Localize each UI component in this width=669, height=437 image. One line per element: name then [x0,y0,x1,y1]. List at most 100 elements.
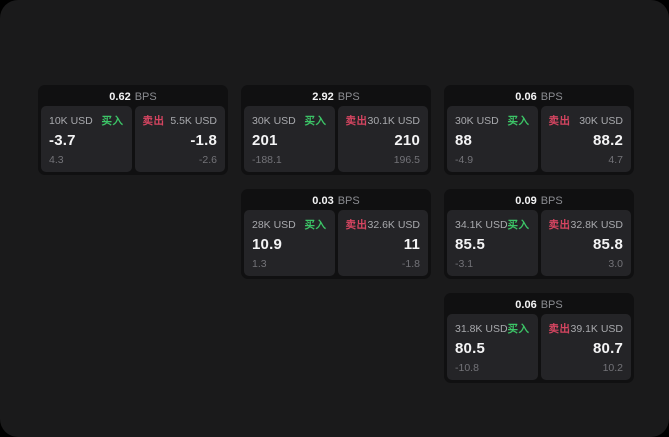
buy-panel-top: 28K USD 买入 [252,217,327,232]
quote-panels: 34.1K USD 买入 85.5 -3.1 卖出 32.8K USD 85.8… [447,210,631,276]
bps-unit-label: BPS [540,299,563,311]
buy-sub-value: -3.1 [455,258,474,270]
buy-side-label: 买入 [507,219,530,231]
quote-panels: 31.8K USD 买入 80.5 -10.8 卖出 39.1K USD 80.… [447,314,631,380]
buy-price-value: 88 [455,132,473,149]
sell-sub-value: 4.7 [608,154,623,166]
buy-panel-top: 30K USD 买入 [252,113,327,128]
buy-price-value: 80.5 [455,340,485,357]
quote-panels: 10K USD 买入 -3.7 4.3 卖出 5.5K USD -1.8 -2.… [41,106,225,172]
buy-quote-panel[interactable]: 31.8K USD 买入 80.5 -10.8 [447,314,538,380]
bps-unit-label: BPS [337,91,360,103]
sell-price-value: 88.2 [593,132,623,149]
sell-size-label: 30.1K USD [367,115,421,127]
buy-size-label: 28K USD [252,219,296,231]
bps-unit-label: BPS [337,195,360,207]
sell-quote-panel[interactable]: 卖出 39.1K USD 80.7 10.2 [540,314,631,380]
quote-card: 2.92 BPS 30K USD 买入 201 -188.1 卖出 30.1K … [241,85,431,175]
quote-card: 0.09 BPS 34.1K USD 买入 85.5 -3.1 卖出 32.8K… [444,189,634,279]
sell-sub-value: -1.8 [401,258,420,270]
buy-quote-panel[interactable]: 30K USD 买入 88 -4.9 [447,106,538,172]
sell-quote-panel[interactable]: 卖出 32.8K USD 85.8 3.0 [540,210,631,276]
bps-value: 0.09 [515,195,537,207]
bps-header: 0.06 BPS [447,296,631,314]
bps-unit-label: BPS [540,195,563,207]
sell-size-label: 5.5K USD [170,115,217,127]
buy-sub-value: -4.9 [455,154,474,166]
buy-side-label: 买入 [507,323,530,335]
buy-panel-top: 31.8K USD 买入 [455,321,530,336]
sell-size-label: 30K USD [579,115,623,127]
buy-size-label: 34.1K USD [455,219,508,231]
sell-size-label: 32.8K USD [570,219,624,231]
buy-side-label: 买入 [101,115,124,127]
bps-header: 0.03 BPS [244,192,428,210]
sell-price-value: -1.8 [190,132,217,149]
buy-size-label: 30K USD [455,115,499,127]
sell-panel-top: 卖出 39.1K USD [549,321,624,336]
buy-panel-top: 10K USD 买入 [49,113,124,128]
sell-quote-panel[interactable]: 卖出 32.6K USD 11 -1.8 [337,210,428,276]
buy-size-label: 31.8K USD [455,323,508,335]
quote-card: 0.03 BPS 28K USD 买入 10.9 1.3 卖出 32.6K US… [241,189,431,279]
sell-quote-panel[interactable]: 卖出 30K USD 88.2 4.7 [540,106,631,172]
sell-side-label: 卖出 [345,219,368,231]
sell-side-label: 卖出 [142,115,165,127]
bps-value: 0.03 [312,195,334,207]
sell-side-label: 卖出 [345,115,368,127]
buy-price-value: 85.5 [455,236,485,253]
buy-side-label: 买入 [304,219,327,231]
bps-unit-label: BPS [134,91,157,103]
buy-size-label: 10K USD [49,115,93,127]
bps-header: 0.09 BPS [447,192,631,210]
bps-header: 0.62 BPS [41,88,225,106]
quote-card: 0.62 BPS 10K USD 买入 -3.7 4.3 卖出 5.5K USD… [38,85,228,175]
buy-quote-panel[interactable]: 10K USD 买入 -3.7 4.3 [41,106,132,172]
bps-unit-label: BPS [540,91,563,103]
buy-quote-panel[interactable]: 28K USD 买入 10.9 1.3 [244,210,335,276]
sell-price-value: 85.8 [593,236,623,253]
buy-quote-panel[interactable]: 34.1K USD 买入 85.5 -3.1 [447,210,538,276]
bps-header: 0.06 BPS [447,88,631,106]
buy-price-value: -3.7 [49,132,76,149]
quote-panels: 30K USD 买入 201 -188.1 卖出 30.1K USD 210 1… [244,106,428,172]
quote-card-grid: 0.62 BPS 10K USD 买入 -3.7 4.3 卖出 5.5K USD… [38,85,634,383]
buy-quote-panel[interactable]: 30K USD 买入 201 -188.1 [244,106,335,172]
sell-size-label: 39.1K USD [570,323,624,335]
bps-value: 0.06 [515,91,537,103]
sell-side-label: 卖出 [548,323,571,335]
sell-panel-top: 卖出 30.1K USD [346,113,421,128]
sell-sub-value: 196.5 [393,154,420,166]
sell-sub-value: 10.2 [602,362,623,374]
buy-side-label: 买入 [304,115,327,127]
buy-size-label: 30K USD [252,115,296,127]
quote-panels: 28K USD 买入 10.9 1.3 卖出 32.6K USD 11 -1.8 [244,210,428,276]
sell-side-label: 卖出 [548,219,571,231]
sell-price-value: 210 [394,132,420,149]
quote-card: 0.06 BPS 31.8K USD 买入 80.5 -10.8 卖出 39.1… [444,293,634,383]
sell-price-value: 80.7 [593,340,623,357]
quote-panels: 30K USD 买入 88 -4.9 卖出 30K USD 88.2 4.7 [447,106,631,172]
sell-quote-panel[interactable]: 卖出 30.1K USD 210 196.5 [337,106,428,172]
buy-price-value: 201 [252,132,278,149]
sell-quote-panel[interactable]: 卖出 5.5K USD -1.8 -2.6 [134,106,225,172]
sell-panel-top: 卖出 5.5K USD [143,113,218,128]
buy-sub-value: 1.3 [252,258,267,270]
buy-panel-top: 34.1K USD 买入 [455,217,530,232]
sell-panel-top: 卖出 32.8K USD [549,217,624,232]
bps-value: 0.06 [515,299,537,311]
sell-size-label: 32.6K USD [367,219,421,231]
bps-header: 2.92 BPS [244,88,428,106]
buy-panel-top: 30K USD 买入 [455,113,530,128]
bps-value: 0.62 [109,91,131,103]
sell-side-label: 卖出 [548,115,571,127]
quote-card: 0.06 BPS 30K USD 买入 88 -4.9 卖出 30K USD 8… [444,85,634,175]
sell-price-value: 11 [403,236,420,253]
bps-value: 2.92 [312,91,334,103]
buy-side-label: 买入 [507,115,530,127]
buy-sub-value: -188.1 [252,154,282,166]
sell-sub-value: -2.6 [198,154,217,166]
buy-price-value: 10.9 [252,236,282,253]
buy-sub-value: -10.8 [455,362,479,374]
